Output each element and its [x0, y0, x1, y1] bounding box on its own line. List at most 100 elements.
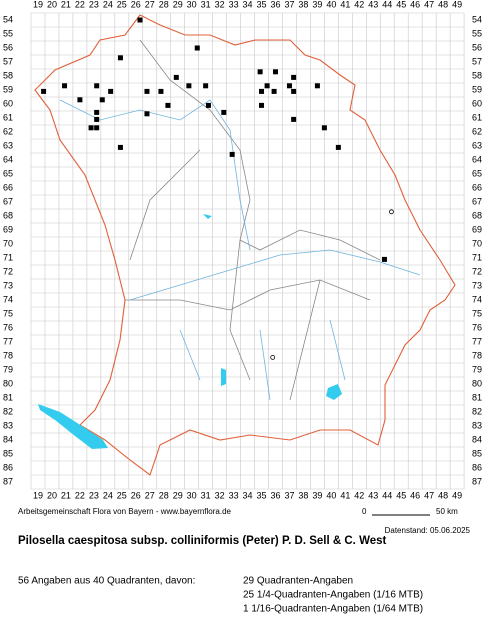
record-square	[94, 116, 100, 122]
row-label: 85	[472, 448, 482, 458]
column-label: 36	[270, 0, 280, 9]
column-label: 35	[257, 490, 267, 500]
scale-start: 0	[362, 507, 367, 516]
record-square	[99, 97, 105, 103]
row-label: 58	[3, 70, 13, 80]
record-square	[291, 116, 297, 122]
row-label: 67	[472, 196, 482, 206]
record-square	[94, 83, 100, 89]
column-label: 24	[103, 490, 113, 500]
row-label: 65	[472, 168, 482, 178]
record-square	[173, 74, 179, 80]
row-label: 71	[472, 252, 482, 262]
row-label: 59	[3, 84, 13, 94]
column-label: 31	[201, 0, 211, 9]
row-label: 82	[472, 406, 482, 416]
column-label: 30	[187, 0, 197, 9]
row-label: 61	[3, 112, 13, 122]
chiemsee	[326, 384, 342, 400]
record-square	[257, 69, 263, 75]
row-label: 69	[472, 224, 482, 234]
column-label: 42	[354, 0, 364, 9]
row-label: 80	[472, 378, 482, 388]
record-square	[88, 125, 94, 131]
row-label: 80	[3, 378, 13, 388]
column-label: 44	[382, 490, 392, 500]
column-label: 48	[438, 490, 448, 500]
row-label: 72	[3, 266, 13, 276]
row-label: 54	[3, 14, 13, 24]
row-label: 72	[472, 266, 482, 276]
row-label: 73	[3, 280, 13, 290]
column-label: 28	[159, 0, 169, 9]
column-label: 39	[312, 0, 322, 9]
row-label: 66	[3, 182, 13, 192]
column-label: 41	[340, 0, 350, 9]
row-label: 60	[3, 98, 13, 108]
district-border	[125, 39, 381, 401]
column-label: 19	[33, 0, 43, 9]
record-square	[291, 74, 297, 80]
record-square	[314, 83, 320, 89]
column-label: 37	[284, 490, 294, 500]
row-label: 59	[472, 84, 482, 94]
row-label: 57	[472, 56, 482, 66]
column-label: 24	[103, 0, 113, 9]
map-base	[34, 14, 456, 516]
row-label: 86	[3, 462, 13, 472]
row-label: 73	[472, 280, 482, 290]
column-label: 34	[243, 490, 253, 500]
row-label: 54	[472, 14, 482, 24]
record-square	[94, 125, 100, 131]
row-label: 79	[3, 364, 13, 374]
row-label: 65	[3, 168, 13, 178]
record-square	[158, 88, 164, 94]
column-label: 29	[173, 490, 183, 500]
column-label: 48	[438, 0, 448, 9]
column-label: 21	[61, 0, 71, 9]
record-square	[272, 69, 278, 75]
row-label: 74	[472, 294, 482, 304]
row-label: 75	[3, 308, 13, 318]
column-label: 40	[326, 490, 336, 500]
column-label: 27	[145, 490, 155, 500]
record-square	[203, 83, 209, 89]
column-label: 38	[298, 0, 308, 9]
column-label: 49	[452, 0, 462, 9]
row-label: 67	[3, 196, 13, 206]
column-label: 45	[396, 490, 406, 500]
row-label: 60	[472, 98, 482, 108]
column-label: 45	[396, 0, 406, 9]
row-label: 79	[472, 364, 482, 374]
column-label: 27	[145, 0, 155, 9]
row-label: 68	[3, 210, 13, 220]
record-square	[221, 109, 227, 115]
column-label: 31	[201, 490, 211, 500]
column-label: 22	[75, 490, 85, 500]
row-label: 57	[3, 56, 13, 66]
record-square	[41, 88, 47, 94]
record-square	[194, 45, 200, 51]
rivers	[59, 99, 421, 401]
row-label: 87	[3, 476, 13, 486]
row-label: 63	[472, 140, 482, 150]
column-label: 43	[368, 0, 378, 9]
row-label: 55	[472, 28, 482, 38]
row-label: 71	[3, 252, 13, 262]
row-label: 77	[472, 336, 482, 346]
column-label: 38	[298, 490, 308, 500]
record-square	[335, 144, 341, 150]
row-label: 61	[472, 112, 482, 122]
column-label: 20	[47, 0, 57, 9]
column-label: 47	[424, 0, 434, 9]
row-label: 86	[472, 462, 482, 472]
column-label: 43	[368, 490, 378, 500]
column-label: 47	[424, 490, 434, 500]
column-label: 37	[284, 0, 294, 9]
column-label: 33	[229, 0, 239, 9]
column-label: 44	[382, 0, 392, 9]
column-label: 26	[131, 0, 141, 9]
summary: 56 Angaben aus 40 Quadranten, davon:	[18, 576, 195, 587]
row-label: 56	[3, 42, 13, 52]
column-label: 19	[33, 490, 43, 500]
